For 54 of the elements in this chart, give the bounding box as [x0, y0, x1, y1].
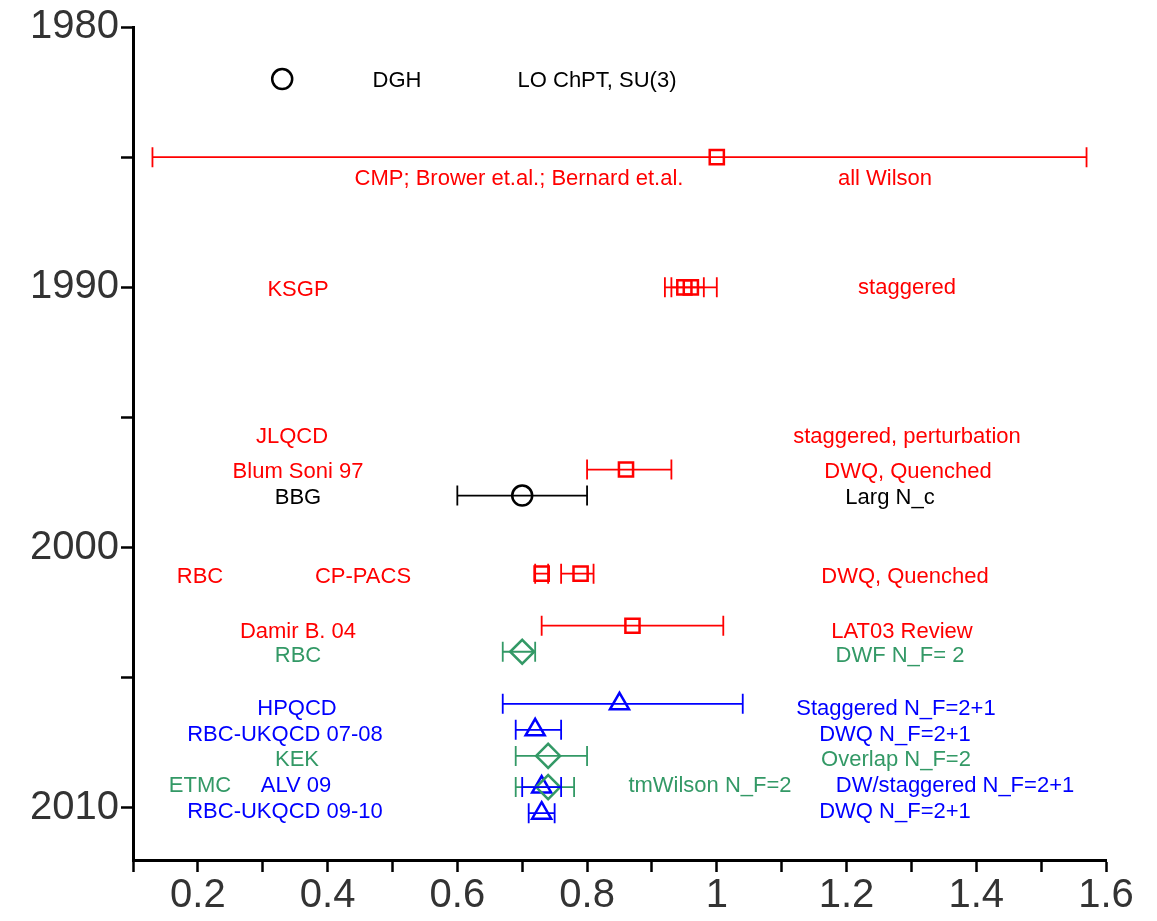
annotation: LAT03 Review [831, 618, 973, 644]
annotation: RBC-UKQCD 09-10 [187, 798, 383, 824]
x-tick-label: 1.2 [818, 871, 875, 916]
x-tick-label: 1.4 [948, 871, 1005, 916]
annotation: DWQ, Quenched [821, 563, 989, 589]
annotation: DWQ, Quenched [824, 458, 992, 484]
annotation: KEK [274, 746, 320, 772]
point [617, 461, 635, 478]
annotation: DWQ N_F=2+1 [819, 721, 971, 747]
y-tick-label: 2000 [30, 522, 119, 567]
annotation: BBG [274, 484, 322, 510]
point [534, 742, 562, 770]
annotation: KSGP [267, 276, 329, 302]
x-tick-label: 0.2 [170, 871, 226, 916]
annotation: ALV 09 [260, 772, 332, 798]
y-tick-label: 1980 [30, 2, 119, 47]
annotation: HPQCD [257, 695, 337, 721]
x-tick-label: 0.6 [429, 871, 486, 916]
annotation: Overlap N_F=2 [821, 746, 971, 772]
y-tick-label: 1990 [30, 262, 119, 307]
x-tick-label: 1.6 [1078, 871, 1134, 916]
annotation: ETMC [168, 772, 232, 798]
annotation: Damir B. 04 [239, 618, 357, 644]
annotation: RBC [176, 563, 224, 589]
x-tick-label: 0.8 [559, 871, 615, 916]
annotation: CMP; Brower et.al.; Bernard et.al. [354, 165, 684, 191]
x-tick-label: 1 [705, 871, 728, 916]
point [708, 148, 726, 166]
point [534, 773, 562, 801]
annotation: RBC-UKQCD 07-08 [187, 721, 383, 747]
annotation: DGH [372, 67, 422, 93]
point [510, 484, 534, 507]
annotation: DW/staggered N_F=2+1 [835, 772, 1075, 798]
annotation: LO ChPT, SU(3) [517, 67, 677, 93]
annotation: DWF N_F= 2 [835, 642, 965, 668]
annotation: Blum Soni 97 [232, 458, 364, 484]
annotation: staggered [858, 274, 956, 300]
annotation: JLQCD [255, 423, 329, 449]
point [508, 638, 536, 665]
annotation: RBC [274, 642, 322, 668]
point [572, 565, 589, 582]
point [270, 67, 294, 91]
annotation: tmWilson N_F=2 [628, 772, 792, 798]
annotation: Staggered N_F=2+1 [796, 695, 996, 721]
annotation: CP-PACS [314, 563, 412, 589]
point [676, 278, 693, 296]
point [624, 617, 641, 635]
annotation: Larg N_c [845, 484, 935, 510]
y-tick-label: 2010 [30, 782, 119, 827]
annotation: all Wilson [837, 165, 933, 191]
annotation: DWQ N_F=2+1 [819, 798, 971, 824]
x-tick-label: 0.4 [299, 871, 356, 916]
point [682, 278, 700, 296]
annotation: staggered, perturbation [793, 423, 1021, 449]
